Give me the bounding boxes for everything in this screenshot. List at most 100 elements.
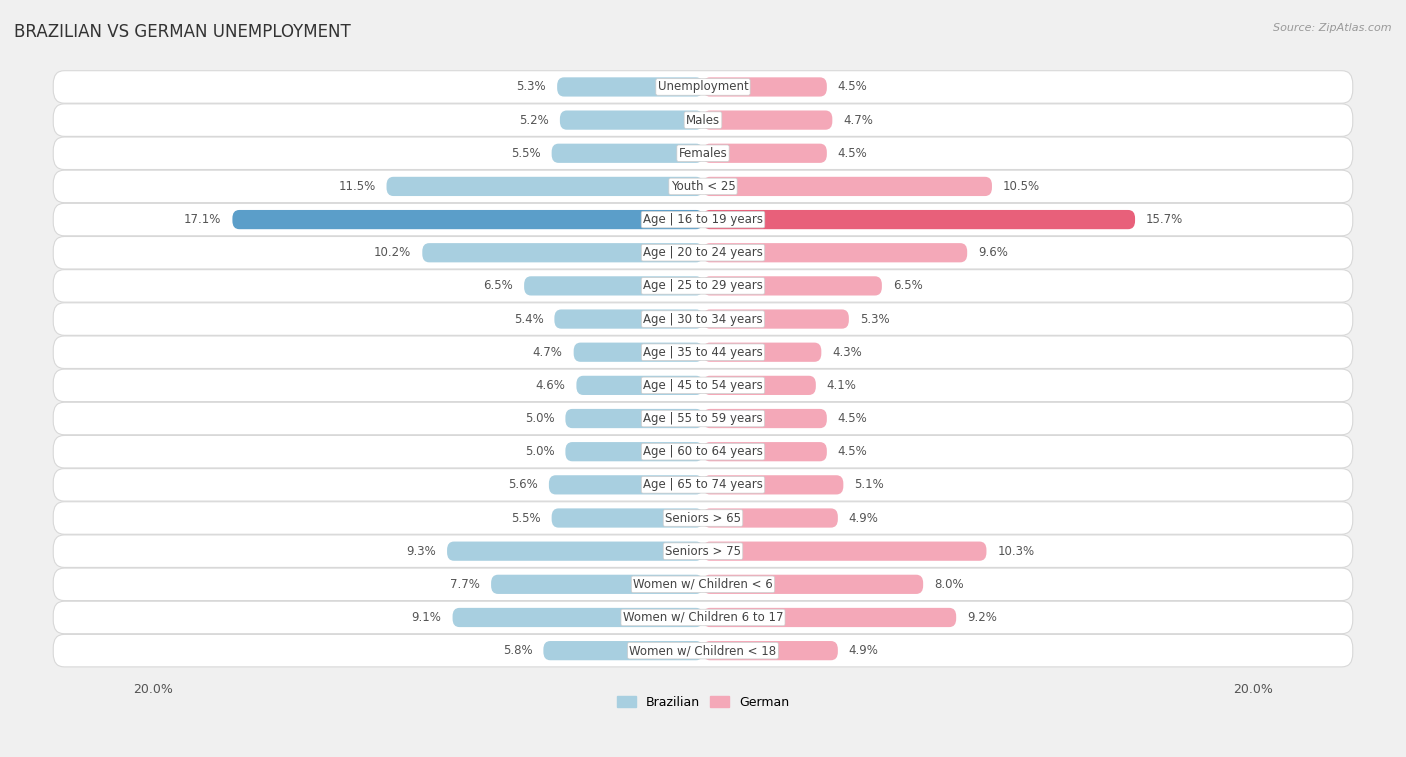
FancyBboxPatch shape — [422, 243, 703, 263]
FancyBboxPatch shape — [53, 435, 1353, 468]
Text: BRAZILIAN VS GERMAN UNEMPLOYMENT: BRAZILIAN VS GERMAN UNEMPLOYMENT — [14, 23, 352, 41]
Text: 11.5%: 11.5% — [339, 180, 375, 193]
FancyBboxPatch shape — [53, 137, 1353, 170]
FancyBboxPatch shape — [232, 210, 703, 229]
FancyBboxPatch shape — [447, 541, 703, 561]
FancyBboxPatch shape — [53, 535, 1353, 568]
Text: Youth < 25: Youth < 25 — [671, 180, 735, 193]
FancyBboxPatch shape — [53, 170, 1353, 203]
Text: 4.3%: 4.3% — [832, 346, 862, 359]
Text: Age | 30 to 34 years: Age | 30 to 34 years — [643, 313, 763, 326]
Text: Seniors > 65: Seniors > 65 — [665, 512, 741, 525]
Text: 10.5%: 10.5% — [1002, 180, 1040, 193]
FancyBboxPatch shape — [703, 608, 956, 627]
FancyBboxPatch shape — [53, 469, 1353, 501]
Text: 4.5%: 4.5% — [838, 147, 868, 160]
FancyBboxPatch shape — [551, 144, 703, 163]
Text: 9.1%: 9.1% — [412, 611, 441, 624]
FancyBboxPatch shape — [53, 303, 1353, 335]
FancyBboxPatch shape — [53, 369, 1353, 402]
FancyBboxPatch shape — [491, 575, 703, 594]
Text: Age | 25 to 29 years: Age | 25 to 29 years — [643, 279, 763, 292]
Text: Women w/ Children < 18: Women w/ Children < 18 — [630, 644, 776, 657]
Text: 5.4%: 5.4% — [513, 313, 543, 326]
Text: 5.6%: 5.6% — [508, 478, 538, 491]
FancyBboxPatch shape — [565, 409, 703, 428]
Text: 8.0%: 8.0% — [934, 578, 963, 590]
Text: 15.7%: 15.7% — [1146, 213, 1184, 226]
Text: Age | 60 to 64 years: Age | 60 to 64 years — [643, 445, 763, 458]
Text: 4.6%: 4.6% — [536, 378, 565, 392]
Text: 5.5%: 5.5% — [510, 512, 541, 525]
FancyBboxPatch shape — [53, 634, 1353, 667]
FancyBboxPatch shape — [703, 575, 924, 594]
Text: 17.1%: 17.1% — [184, 213, 221, 226]
Text: 4.1%: 4.1% — [827, 378, 856, 392]
Text: Age | 65 to 74 years: Age | 65 to 74 years — [643, 478, 763, 491]
Text: 4.7%: 4.7% — [533, 346, 562, 359]
Text: 5.3%: 5.3% — [516, 80, 546, 93]
Text: Women w/ Children < 6: Women w/ Children < 6 — [633, 578, 773, 590]
Text: 9.3%: 9.3% — [406, 545, 436, 558]
FancyBboxPatch shape — [703, 375, 815, 395]
FancyBboxPatch shape — [703, 243, 967, 263]
FancyBboxPatch shape — [703, 641, 838, 660]
Text: 6.5%: 6.5% — [893, 279, 922, 292]
FancyBboxPatch shape — [543, 641, 703, 660]
FancyBboxPatch shape — [560, 111, 703, 129]
FancyBboxPatch shape — [557, 77, 703, 97]
Text: Age | 20 to 24 years: Age | 20 to 24 years — [643, 246, 763, 259]
FancyBboxPatch shape — [53, 568, 1353, 600]
Text: Unemployment: Unemployment — [658, 80, 748, 93]
Text: 5.0%: 5.0% — [524, 445, 554, 458]
FancyBboxPatch shape — [453, 608, 703, 627]
FancyBboxPatch shape — [703, 409, 827, 428]
Text: 10.2%: 10.2% — [374, 246, 412, 259]
FancyBboxPatch shape — [53, 204, 1353, 236]
Text: Males: Males — [686, 114, 720, 126]
FancyBboxPatch shape — [703, 310, 849, 329]
Text: 9.2%: 9.2% — [967, 611, 997, 624]
FancyBboxPatch shape — [565, 442, 703, 461]
Text: 4.5%: 4.5% — [838, 80, 868, 93]
Text: 4.5%: 4.5% — [838, 412, 868, 425]
FancyBboxPatch shape — [548, 475, 703, 494]
FancyBboxPatch shape — [703, 144, 827, 163]
FancyBboxPatch shape — [53, 502, 1353, 534]
Text: 5.1%: 5.1% — [855, 478, 884, 491]
Text: Women w/ Children 6 to 17: Women w/ Children 6 to 17 — [623, 611, 783, 624]
Text: 4.7%: 4.7% — [844, 114, 873, 126]
Text: 4.9%: 4.9% — [849, 644, 879, 657]
FancyBboxPatch shape — [703, 442, 827, 461]
Text: Age | 16 to 19 years: Age | 16 to 19 years — [643, 213, 763, 226]
Text: Females: Females — [679, 147, 727, 160]
FancyBboxPatch shape — [703, 210, 1135, 229]
Text: 4.5%: 4.5% — [838, 445, 868, 458]
FancyBboxPatch shape — [53, 70, 1353, 103]
FancyBboxPatch shape — [703, 541, 987, 561]
Text: Age | 45 to 54 years: Age | 45 to 54 years — [643, 378, 763, 392]
Text: 5.8%: 5.8% — [503, 644, 533, 657]
FancyBboxPatch shape — [554, 310, 703, 329]
FancyBboxPatch shape — [703, 77, 827, 97]
Text: Source: ZipAtlas.com: Source: ZipAtlas.com — [1274, 23, 1392, 33]
Text: Age | 35 to 44 years: Age | 35 to 44 years — [643, 346, 763, 359]
Text: 10.3%: 10.3% — [997, 545, 1035, 558]
FancyBboxPatch shape — [53, 402, 1353, 435]
FancyBboxPatch shape — [53, 269, 1353, 302]
FancyBboxPatch shape — [703, 343, 821, 362]
FancyBboxPatch shape — [576, 375, 703, 395]
FancyBboxPatch shape — [703, 276, 882, 295]
FancyBboxPatch shape — [703, 111, 832, 129]
FancyBboxPatch shape — [53, 601, 1353, 634]
Text: 6.5%: 6.5% — [484, 279, 513, 292]
Text: 5.0%: 5.0% — [524, 412, 554, 425]
Text: 7.7%: 7.7% — [450, 578, 479, 590]
Text: Age | 55 to 59 years: Age | 55 to 59 years — [643, 412, 763, 425]
FancyBboxPatch shape — [53, 104, 1353, 136]
Legend: Brazilian, German: Brazilian, German — [612, 691, 794, 714]
FancyBboxPatch shape — [53, 336, 1353, 369]
Text: 4.9%: 4.9% — [849, 512, 879, 525]
FancyBboxPatch shape — [387, 177, 703, 196]
FancyBboxPatch shape — [524, 276, 703, 295]
